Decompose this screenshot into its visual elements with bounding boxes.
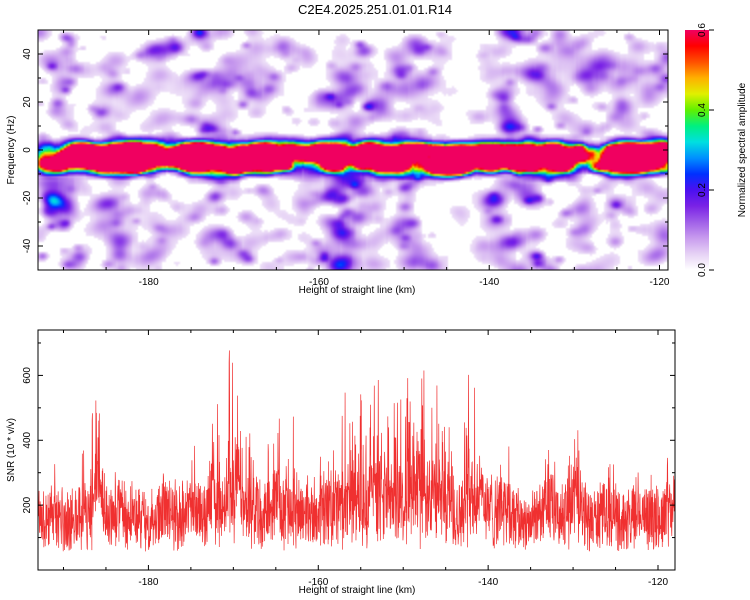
spectrogram-x-tick-label: -180	[139, 277, 159, 288]
spectrogram-x-tick-label: -160	[309, 277, 329, 288]
spectrogram-y-tick-label: 0	[22, 147, 33, 153]
snr-y-axis-title: SNR (10 * v/v)	[6, 418, 17, 482]
colorbar-tick-label: 0.6	[697, 23, 708, 37]
snr-x-tick-label: -180	[138, 577, 158, 588]
colorbar-tick-label: 0.2	[697, 183, 708, 197]
snr-x-axis-title: Height of straight line (km)	[299, 585, 416, 596]
snr-x-ticks: -180 -160 -140 -120	[62, 330, 668, 588]
colorbar-tick-label: 0.0	[697, 263, 708, 277]
snr-x-tick-label: -140	[478, 577, 498, 588]
snr-y-tick-label: 200	[22, 496, 33, 513]
snr-y-tick-label: 600	[22, 367, 33, 384]
spectrogram-image	[38, 30, 668, 270]
snr-x-tick-label: -120	[648, 577, 668, 588]
spectrogram-y-tick-label: -20	[22, 190, 33, 205]
snr-series-line	[38, 350, 675, 552]
spectrogram-panel: -180 -160 -140 -120 -40 -20 0 20 40 Height of s…	[6, 29, 670, 296]
snr-y-ticks: 200 400 600	[22, 342, 675, 539]
spectrogram-x-axis-title: Height of straight line (km)	[299, 285, 416, 296]
snr-y-tick-label: 400	[22, 431, 33, 448]
spectrogram-y-ticks: -40 -20 0 20 40	[22, 29, 668, 271]
spectrogram-x-ticks: -180 -160 -140 -120	[63, 30, 670, 288]
colorbar-label: Normalized spectral amplitude	[737, 82, 748, 217]
snr-panel: -180 -160 -140 -120 200 400 600 Height of str…	[6, 329, 676, 596]
spectrogram-y-tick-label: -40	[22, 238, 33, 253]
snr-frame	[37, 329, 676, 571]
snr-x-tick-label: -160	[308, 577, 328, 588]
spectrogram-x-tick-label: -120	[649, 277, 669, 288]
colorbar-ticks: 0.0 0.2 0.4 0.6	[697, 23, 714, 277]
spectrogram-x-tick-label: -140	[479, 277, 499, 288]
spectrogram-y-axis-title: Frequency (Hz)	[6, 116, 17, 185]
figure-title: C2E4.2025.251.01.01.R14	[298, 2, 452, 17]
spectrogram-y-tick-label: 20	[22, 96, 33, 108]
spectrogram-y-tick-label: 40	[22, 48, 33, 60]
colorbar-gradient	[685, 30, 709, 270]
colorbar: 0.0 0.2 0.4 0.6 Normalized spectral amplitu…	[685, 23, 748, 277]
colorbar-tick-label: 0.4	[697, 103, 708, 117]
